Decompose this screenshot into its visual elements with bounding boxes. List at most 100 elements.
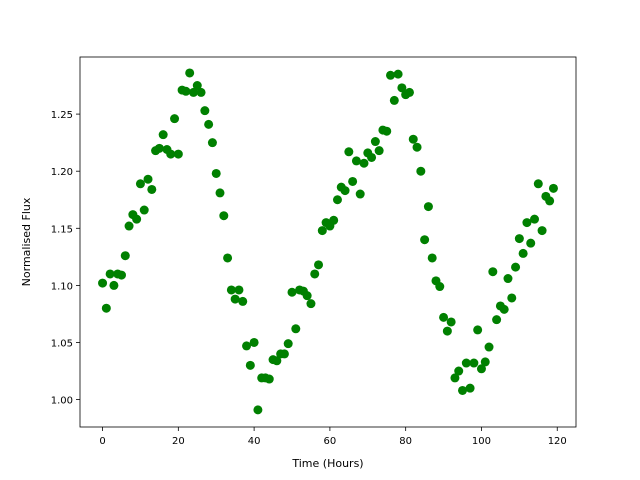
- point: [511, 262, 521, 272]
- point: [499, 304, 509, 314]
- point: [105, 269, 115, 279]
- point: [427, 253, 437, 263]
- point: [264, 374, 274, 384]
- point: [245, 360, 255, 370]
- point: [367, 152, 377, 162]
- x-axis-label: Time (Hours): [291, 457, 363, 470]
- point: [135, 179, 145, 189]
- point: [173, 149, 183, 159]
- point: [181, 86, 191, 96]
- y-tick-label: 1.15: [51, 224, 73, 235]
- point: [454, 366, 464, 376]
- point: [545, 196, 555, 206]
- point: [412, 142, 422, 152]
- point: [518, 248, 528, 258]
- point: [317, 226, 327, 236]
- point: [238, 296, 248, 306]
- point: [382, 126, 392, 136]
- point: [435, 282, 445, 292]
- point: [98, 278, 108, 288]
- point: [393, 69, 403, 79]
- point: [332, 195, 342, 205]
- point: [480, 357, 490, 367]
- point: [503, 274, 513, 284]
- point: [192, 81, 202, 91]
- x-tick-label: 120: [548, 436, 567, 447]
- point: [408, 134, 418, 144]
- point: [397, 83, 407, 93]
- point: [226, 285, 236, 295]
- y-axis-label: Normalised Flux: [20, 197, 33, 286]
- point: [200, 106, 210, 116]
- x-tick-label: 80: [399, 436, 412, 447]
- point: [355, 189, 365, 199]
- y-tick-label: 1.00: [51, 396, 73, 407]
- point: [533, 179, 543, 189]
- point: [219, 211, 229, 221]
- point: [548, 183, 558, 193]
- point: [166, 149, 176, 159]
- point: [469, 358, 479, 368]
- point: [370, 137, 380, 147]
- point: [537, 226, 547, 236]
- point: [230, 294, 240, 304]
- x-tick-label: 20: [172, 436, 185, 447]
- point: [442, 326, 452, 336]
- point: [488, 267, 498, 277]
- x-tick-label: 60: [324, 436, 337, 447]
- point: [185, 68, 195, 78]
- point: [423, 202, 433, 212]
- point: [314, 260, 324, 270]
- point: [242, 341, 252, 351]
- axes-frame: [79, 56, 577, 428]
- y-tick-label: 1.10: [51, 281, 73, 292]
- point: [204, 119, 214, 129]
- point: [420, 235, 430, 245]
- point: [348, 176, 358, 186]
- y-tick-label: 1.05: [51, 338, 73, 349]
- point: [374, 146, 384, 156]
- point: [253, 405, 263, 415]
- point: [302, 291, 312, 301]
- x-tick-label: 0: [99, 436, 105, 447]
- point: [132, 214, 142, 224]
- point: [389, 95, 399, 105]
- point: [522, 218, 532, 228]
- point: [344, 147, 354, 157]
- point: [215, 188, 225, 198]
- point: [514, 234, 524, 244]
- point: [170, 114, 180, 124]
- point: [359, 158, 369, 168]
- point: [492, 315, 502, 325]
- point: [101, 303, 111, 313]
- point: [124, 221, 134, 231]
- x-tick-label: 100: [472, 436, 491, 447]
- point: [147, 184, 157, 194]
- point: [291, 324, 301, 334]
- point: [211, 168, 221, 178]
- point: [234, 285, 244, 295]
- point: [416, 166, 426, 176]
- point: [461, 358, 471, 368]
- point: [507, 293, 517, 303]
- point: [476, 364, 486, 374]
- point: [109, 280, 119, 290]
- x-tick-label: 40: [248, 436, 261, 447]
- point: [249, 337, 259, 347]
- point: [139, 205, 149, 215]
- point: [340, 186, 350, 196]
- point: [196, 87, 206, 97]
- point: [351, 156, 361, 166]
- point: [116, 270, 126, 280]
- point: [446, 317, 456, 327]
- point: [287, 287, 297, 297]
- point: [223, 253, 233, 263]
- point: [450, 373, 460, 383]
- point: [207, 138, 217, 148]
- point: [188, 87, 198, 97]
- point: [465, 383, 475, 393]
- point: [404, 87, 414, 97]
- point: [473, 325, 483, 335]
- point: [143, 174, 153, 184]
